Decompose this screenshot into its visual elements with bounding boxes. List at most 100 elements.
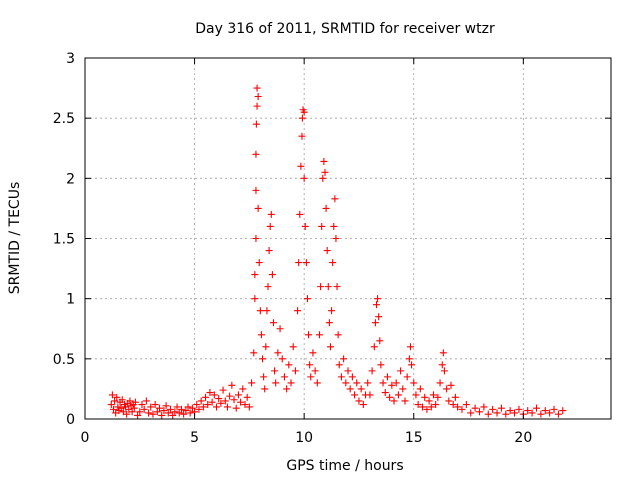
data-point	[379, 379, 387, 387]
data-point	[138, 401, 146, 409]
data-point	[329, 259, 337, 267]
data-point	[423, 405, 431, 413]
data-point	[259, 355, 267, 363]
data-point	[489, 405, 497, 413]
data-point	[524, 407, 532, 415]
data-point	[245, 403, 253, 411]
data-point	[559, 407, 567, 415]
data-point	[537, 410, 545, 418]
data-point	[199, 403, 207, 411]
data-point	[550, 405, 558, 413]
data-point	[255, 259, 263, 267]
data-point	[427, 403, 435, 411]
data-point	[406, 343, 414, 351]
data-point	[321, 168, 329, 176]
data-point	[156, 404, 164, 412]
data-point	[202, 393, 210, 401]
data-point	[111, 397, 119, 405]
data-point	[340, 355, 348, 363]
data-point	[239, 385, 247, 393]
data-point	[359, 401, 367, 409]
data-point	[462, 401, 470, 409]
data-point	[440, 367, 448, 375]
data-point	[291, 367, 299, 375]
data-point	[332, 235, 340, 242]
data-point	[467, 409, 475, 417]
data-point	[408, 361, 416, 369]
data-point	[344, 367, 352, 375]
data-point	[289, 343, 297, 351]
data-point	[271, 367, 279, 375]
data-point	[254, 93, 262, 101]
data-point	[131, 398, 139, 406]
data-point	[515, 405, 523, 413]
data-point	[325, 319, 333, 327]
data-point	[377, 361, 385, 369]
data-point	[451, 393, 459, 401]
data-point	[429, 391, 437, 399]
data-point	[230, 396, 238, 404]
data-point	[109, 405, 117, 413]
data-point	[371, 319, 379, 327]
data-point	[160, 407, 168, 415]
data-point	[252, 186, 260, 194]
data-point	[306, 361, 314, 369]
data-point	[253, 102, 261, 110]
data-point	[381, 389, 389, 397]
data-point	[228, 381, 236, 389]
data-point	[186, 409, 194, 417]
data-point	[303, 295, 311, 303]
data-point	[153, 408, 161, 416]
data-point	[254, 204, 262, 212]
data-point	[318, 222, 326, 230]
data-point	[346, 385, 354, 393]
data-point	[397, 367, 405, 375]
data-point	[113, 393, 121, 401]
data-point	[320, 157, 328, 165]
y-tick-label: 0	[66, 412, 75, 428]
data-point	[484, 410, 492, 418]
data-point	[506, 407, 514, 415]
data-point	[301, 222, 309, 230]
data-point	[219, 386, 227, 394]
data-point	[412, 391, 420, 399]
data-point	[140, 405, 148, 413]
data-point	[267, 210, 275, 218]
data-point	[171, 408, 179, 416]
data-point	[221, 397, 229, 405]
data-point	[145, 409, 153, 417]
data-point	[114, 403, 122, 411]
data-point	[237, 398, 245, 406]
data-point	[528, 409, 536, 417]
data-point	[471, 404, 479, 412]
data-point	[326, 343, 334, 351]
data-point	[337, 373, 345, 381]
data-point	[162, 402, 170, 410]
data-point	[263, 307, 271, 315]
data-point	[226, 392, 234, 400]
data-point	[541, 407, 549, 415]
data-point	[276, 325, 284, 333]
data-point	[300, 174, 308, 182]
data-point	[217, 399, 225, 407]
data-point	[309, 349, 317, 357]
data-point	[374, 295, 382, 303]
data-point	[546, 409, 554, 417]
data-point	[511, 409, 519, 417]
data-point	[295, 259, 303, 267]
data-point	[316, 331, 324, 339]
data-point	[208, 398, 216, 406]
data-point	[177, 405, 185, 413]
data-point	[283, 385, 291, 393]
data-point	[253, 84, 261, 92]
data-point	[421, 393, 429, 401]
chart-title: Day 316 of 2011, SRMTID for receiver wtz…	[195, 21, 495, 37]
data-point	[193, 401, 201, 409]
data-point	[264, 283, 272, 291]
data-point	[260, 373, 268, 381]
data-point	[493, 409, 501, 417]
data-point	[399, 385, 407, 393]
data-point	[447, 381, 455, 389]
x-axis-label: GPS time / hours	[286, 458, 403, 474]
data-point	[554, 410, 562, 418]
